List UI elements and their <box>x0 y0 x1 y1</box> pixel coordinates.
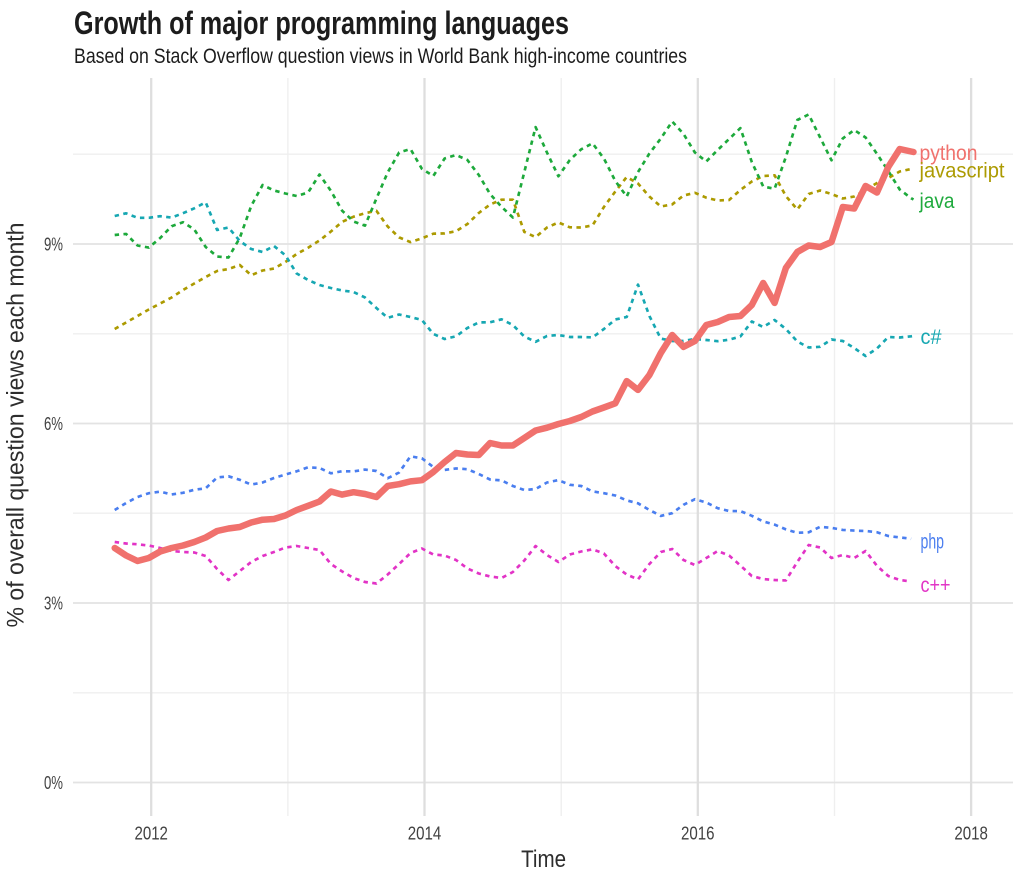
svg-text:Time: Time <box>521 846 566 873</box>
svg-text:java: java <box>919 190 955 213</box>
svg-text:php: php <box>921 531 945 554</box>
svg-text:2016: 2016 <box>681 824 715 844</box>
svg-text:2018: 2018 <box>954 824 988 844</box>
svg-text:Based on Stack Overflow questi: Based on Stack Overflow question views i… <box>74 45 687 68</box>
svg-text:c++: c++ <box>921 574 951 597</box>
svg-text:0%: 0% <box>44 773 63 793</box>
svg-text:2014: 2014 <box>408 824 442 844</box>
svg-text:6%: 6% <box>44 414 63 434</box>
svg-text:3%: 3% <box>44 593 63 613</box>
svg-text:% of overall question views ea: % of overall question views each month <box>3 223 30 628</box>
svg-text:2012: 2012 <box>134 824 168 844</box>
svg-text:9%: 9% <box>44 234 63 254</box>
svg-text:c#: c# <box>921 326 942 349</box>
svg-text:javascript: javascript <box>919 160 1005 183</box>
svg-text:python: python <box>920 142 978 165</box>
svg-text:Growth of major programming la: Growth of major programming languages <box>74 5 569 41</box>
